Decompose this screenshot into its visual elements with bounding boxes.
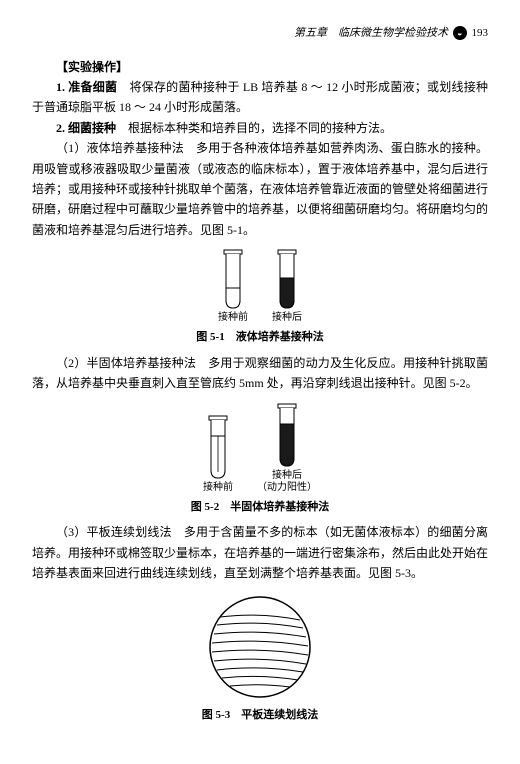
test-tube-icon [205, 414, 231, 480]
figure-5-3-caption: 图 5-3 平板连续划线法 [32, 706, 488, 725]
tube-after-2: 接种后 （动力阳性） [257, 402, 317, 494]
figure-5-1-row: 接种前 接种后 [32, 248, 488, 324]
p3-lead: （1）液体培养基接种法 [56, 141, 184, 155]
figure-5-1-caption: 图 5-1 液体培养基接种法 [32, 328, 488, 347]
figure-5-2: 接种前 接种后 （动力阳性） 图 5-2 半固体培养基接种法 [32, 402, 488, 517]
test-tube-icon [274, 248, 300, 310]
tube-label-after-2: 接种后 （动力阳性） [257, 470, 317, 494]
p4-lead: （2）半固体培养基接种法 [56, 356, 196, 370]
figure-5-2-row: 接种前 接种后 （动力阳性） [32, 402, 488, 494]
para-method2: （2）半固体培养基接种法 多用于观察细菌的动力及生化反应。用接种针挑取菌落，从培… [32, 353, 488, 394]
page-number: 193 [472, 27, 489, 39]
figure-5-2-caption: 图 5-2 半固体培养基接种法 [32, 498, 488, 517]
para-inoculate: 2. 细菌接种 根据标本种类和培养目的，选择不同的接种方法。 [32, 118, 488, 138]
para-prepare: 1. 准备细菌 将保存的菌种接种于 LB 培养基 8 ～ 12 小时形成菌液；或… [32, 77, 488, 118]
tube-label-after-1: 接种后 [272, 312, 302, 324]
petri-dish-icon [205, 592, 315, 702]
p1-lead: 1. 准备细菌 [56, 80, 117, 94]
chapter-title: 第五章 临床微生物学检验技术 [294, 27, 448, 39]
p3-body: 多用于各种液体培养基如营养肉汤、蛋白胨水的接种。用吸管或移液器吸取少量菌液（或液… [32, 141, 488, 237]
header-dot-icon: ◒ [453, 26, 467, 40]
tube-after-1: 接种后 [272, 248, 302, 324]
page-header: 第五章 临床微生物学检验技术 ◒ 193 [32, 24, 488, 43]
p2-body: 根据标本种类和培养目的，选择不同的接种方法。 [116, 121, 392, 135]
section-title: 【实验操作】 [32, 57, 488, 77]
figure-5-1: 接种前 接种后 图 5-1 液体培养基接种法 [32, 248, 488, 347]
test-tube-icon [274, 402, 300, 468]
tube-label-before-2: 接种前 [203, 482, 233, 494]
tube-before-2: 接种前 [203, 414, 233, 494]
tube-label-before-1: 接种前 [218, 312, 248, 324]
p5-lead: （3）平板连续划线法 [56, 525, 172, 539]
test-tube-icon [220, 248, 246, 310]
tube-before-1: 接种前 [218, 248, 248, 324]
para-method1: （1）液体培养基接种法 多用于各种液体培养基如营养肉汤、蛋白胨水的接种。用吸管或… [32, 138, 488, 240]
p2-lead: 2. 细菌接种 [56, 121, 116, 135]
figure-5-3: 图 5-3 平板连续划线法 [32, 592, 488, 725]
para-method3: （3）平板连续划线法 多用于含菌量不多的标本（如无菌体液标本）的细菌分离培养。用… [32, 522, 488, 583]
